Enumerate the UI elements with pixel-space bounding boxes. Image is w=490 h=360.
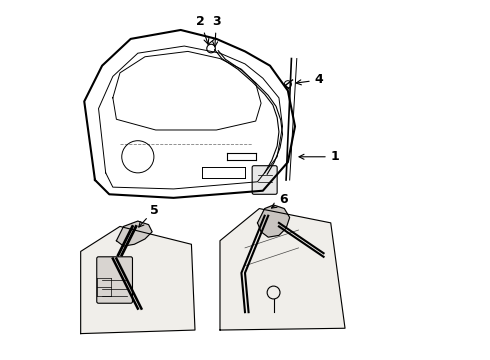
- Polygon shape: [81, 226, 195, 334]
- Text: 6: 6: [271, 193, 288, 208]
- Polygon shape: [117, 221, 152, 246]
- Text: 3: 3: [212, 14, 220, 47]
- Text: 4: 4: [296, 73, 323, 86]
- Polygon shape: [258, 205, 290, 237]
- FancyBboxPatch shape: [252, 166, 277, 194]
- FancyBboxPatch shape: [97, 257, 132, 303]
- Text: 1: 1: [299, 150, 340, 163]
- Polygon shape: [220, 208, 345, 330]
- Text: 5: 5: [139, 204, 158, 227]
- Text: 2: 2: [196, 14, 209, 44]
